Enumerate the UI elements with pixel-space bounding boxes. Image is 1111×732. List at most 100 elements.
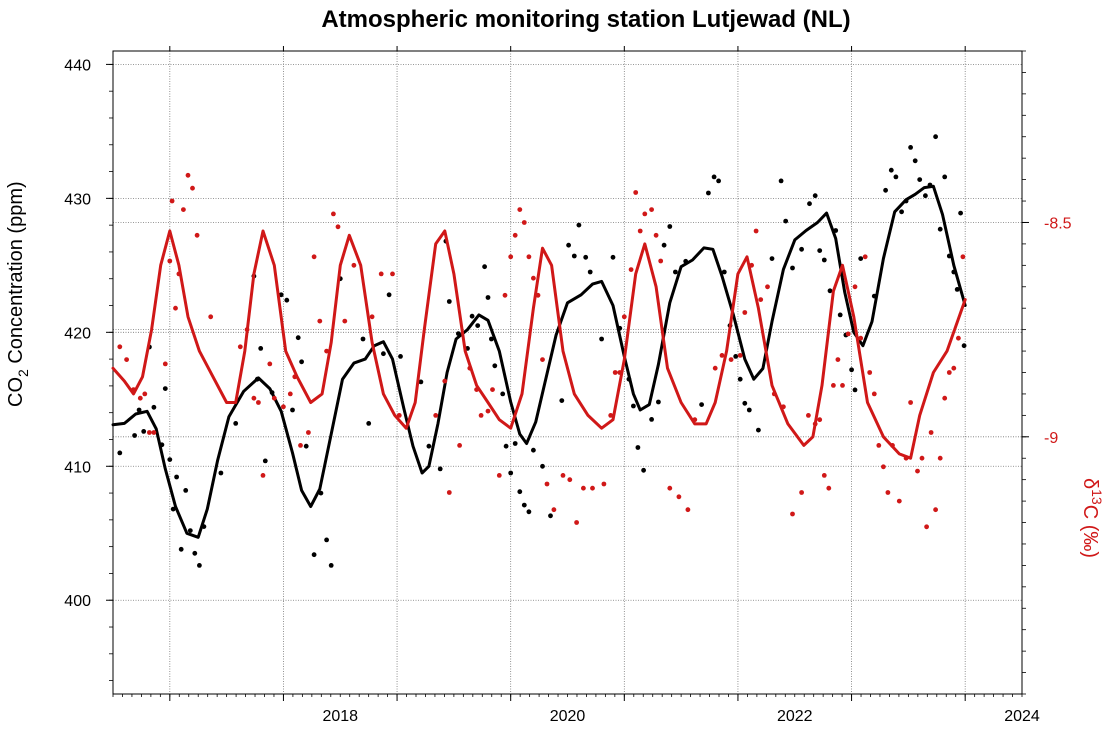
d13c-point [162,361,168,367]
co2-point [610,254,616,260]
co2-point [299,359,304,365]
x-tick-label: 2018 [322,708,358,725]
d13c-point [390,271,395,277]
co2-point [360,336,366,342]
co2-point [151,404,157,410]
d13c-point [924,524,929,530]
d13c-point [790,511,795,517]
d13c-point [137,395,143,401]
d13c-point [867,370,873,375]
co2-point [531,447,536,453]
co2-point [201,524,207,529]
d13c-point [676,494,682,500]
d13c-point [937,455,943,461]
d13c-point [960,254,966,260]
y-right-tick-label: -8.5 [1044,215,1072,232]
d13c-point [237,344,243,350]
co2-point [737,376,743,382]
co2-point [489,336,494,342]
d13c-point [858,335,864,341]
x-tick-label: 2022 [777,708,813,725]
co2-point [571,253,577,259]
co2-point [807,201,812,207]
co2-point [559,398,565,403]
d13c-point [946,370,952,375]
co2-point [817,248,823,254]
co2-point [942,174,948,180]
left-axis-title-rest: Concentration (ppm) [5,181,27,369]
co2-point [912,158,918,164]
x-tick-label: 2020 [550,708,586,725]
co2-point [617,325,623,331]
d13c-point [942,395,948,401]
co2-point [783,218,789,224]
co2-point [933,134,938,140]
co2-point [742,400,748,406]
left-axis-title: CO2 Concentration (ppm) [5,181,31,407]
co2-point [269,390,275,395]
d13c-point [124,357,129,362]
co2-point [517,489,523,495]
co2-point [852,387,858,393]
d13c-point [840,383,845,388]
d13c-point [142,391,148,397]
co2-point [954,287,960,292]
d13c-point [478,413,484,418]
d13c-point [167,258,173,264]
d13c-point [956,335,961,341]
d13c-point [457,443,462,448]
d13c-point [521,220,527,225]
y-right-tick-label: -9 [1044,430,1058,447]
co2-point [284,297,290,303]
d13c-point [608,413,614,418]
co2-point [426,443,432,449]
d13c-point [256,400,261,405]
d13c-point [531,275,536,281]
d13c-point [176,271,182,277]
d13c-point [835,357,841,362]
co2-point [178,546,184,552]
d13c-point [890,443,895,448]
co2-point [398,354,403,359]
d13c-point [490,387,495,392]
co2-point [303,443,309,449]
co2-point [170,506,176,512]
co2-point [599,336,604,342]
d13c-point [244,327,250,332]
d13c-point [251,395,257,401]
d13c-point [190,185,195,191]
d13c-point [649,207,654,213]
right-axis-title: δ13C (‰) [1079,478,1105,558]
d13c-point [317,318,323,324]
co2-point [837,312,843,318]
d13c-point [181,207,186,213]
co2-point [661,242,667,248]
co2-point [799,246,804,252]
d13c-point [753,228,759,234]
d13c-point [799,490,804,495]
co2-point [583,254,589,260]
co2-point [821,257,827,263]
co2-point [756,427,761,433]
d13c-point [151,430,157,435]
d13c-point [467,365,473,371]
d13c-point [131,387,136,392]
axis-ticks [106,46,1029,701]
co2-point [641,467,646,473]
co2-point [492,363,498,369]
co2-point [927,182,933,188]
co2-point [958,210,963,216]
co2-point [635,445,641,450]
d13c-point [817,417,823,423]
co2-point [456,331,461,337]
co2-fit-curve [111,184,967,539]
d13c-point [712,365,718,371]
d13c-point [951,365,957,371]
right-axis-title-superscript: 13 [1089,489,1105,505]
co2-point [475,323,481,328]
co2-point [159,442,165,448]
co2-point [278,292,284,298]
co2-point [566,242,571,248]
d13c-point [512,232,518,238]
d13c-point [567,477,573,483]
